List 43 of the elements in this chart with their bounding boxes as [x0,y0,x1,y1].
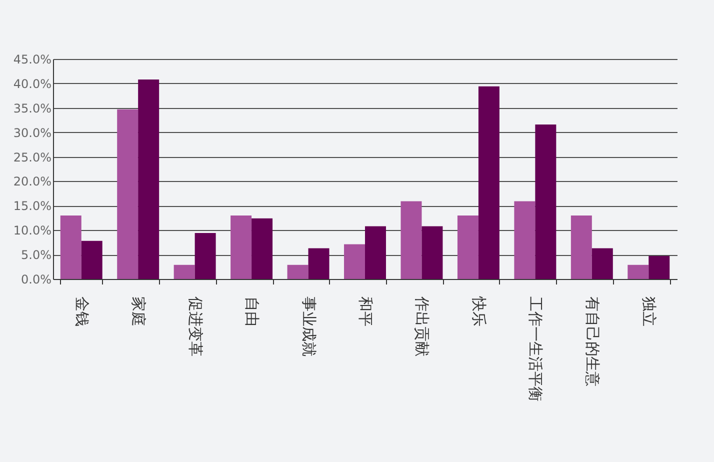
bar [628,264,649,279]
y-tick-label: 5.0% [21,248,52,262]
x-tick-label: 独立 [640,296,658,326]
y-tick-label: 0.0% [21,272,52,286]
bar [478,86,500,279]
x-tick-label: 家庭 [130,296,148,326]
x-tick-label: 促进变革 [186,296,204,356]
bar [535,124,556,279]
bar [287,264,308,279]
y-tick-label: 10.0% [13,224,52,238]
bar [365,226,386,279]
x-tick-label: 和平 [356,296,374,326]
y-tick-label: 45.0% [13,52,52,66]
y-tick-label: 15.0% [13,199,52,214]
y-tick-label: 30.0% [13,126,52,140]
x-tick-label: 金钱 [72,296,91,326]
bar [117,109,138,279]
bar [60,215,82,279]
bar [648,256,670,279]
x-tick-label: 作出贡献 [413,296,432,356]
y-tick-label: 20.0% [13,174,52,189]
bar [400,201,422,279]
bar [174,264,195,279]
bar [138,80,160,279]
bar [514,201,536,279]
x-tick-label: 有自己的生意 [583,296,602,386]
y-tick-label: 25.0% [13,150,52,164]
bar [592,248,613,279]
y-tick-label: 35.0% [13,101,52,116]
bar [570,215,592,279]
bar [457,215,478,279]
x-tick-label: 自由 [243,296,262,326]
y-tick-label: 40.0% [13,76,52,91]
bar [252,218,273,279]
bar [422,226,443,279]
bar [230,215,252,279]
x-tick-label: 快乐 [470,296,488,326]
bar [344,244,365,279]
x-tick-label: 事业成就 [300,296,318,356]
bar [81,240,102,279]
x-tick-label: 工作一生活平衡 [526,296,545,402]
bar [194,233,216,279]
bar [308,248,330,279]
